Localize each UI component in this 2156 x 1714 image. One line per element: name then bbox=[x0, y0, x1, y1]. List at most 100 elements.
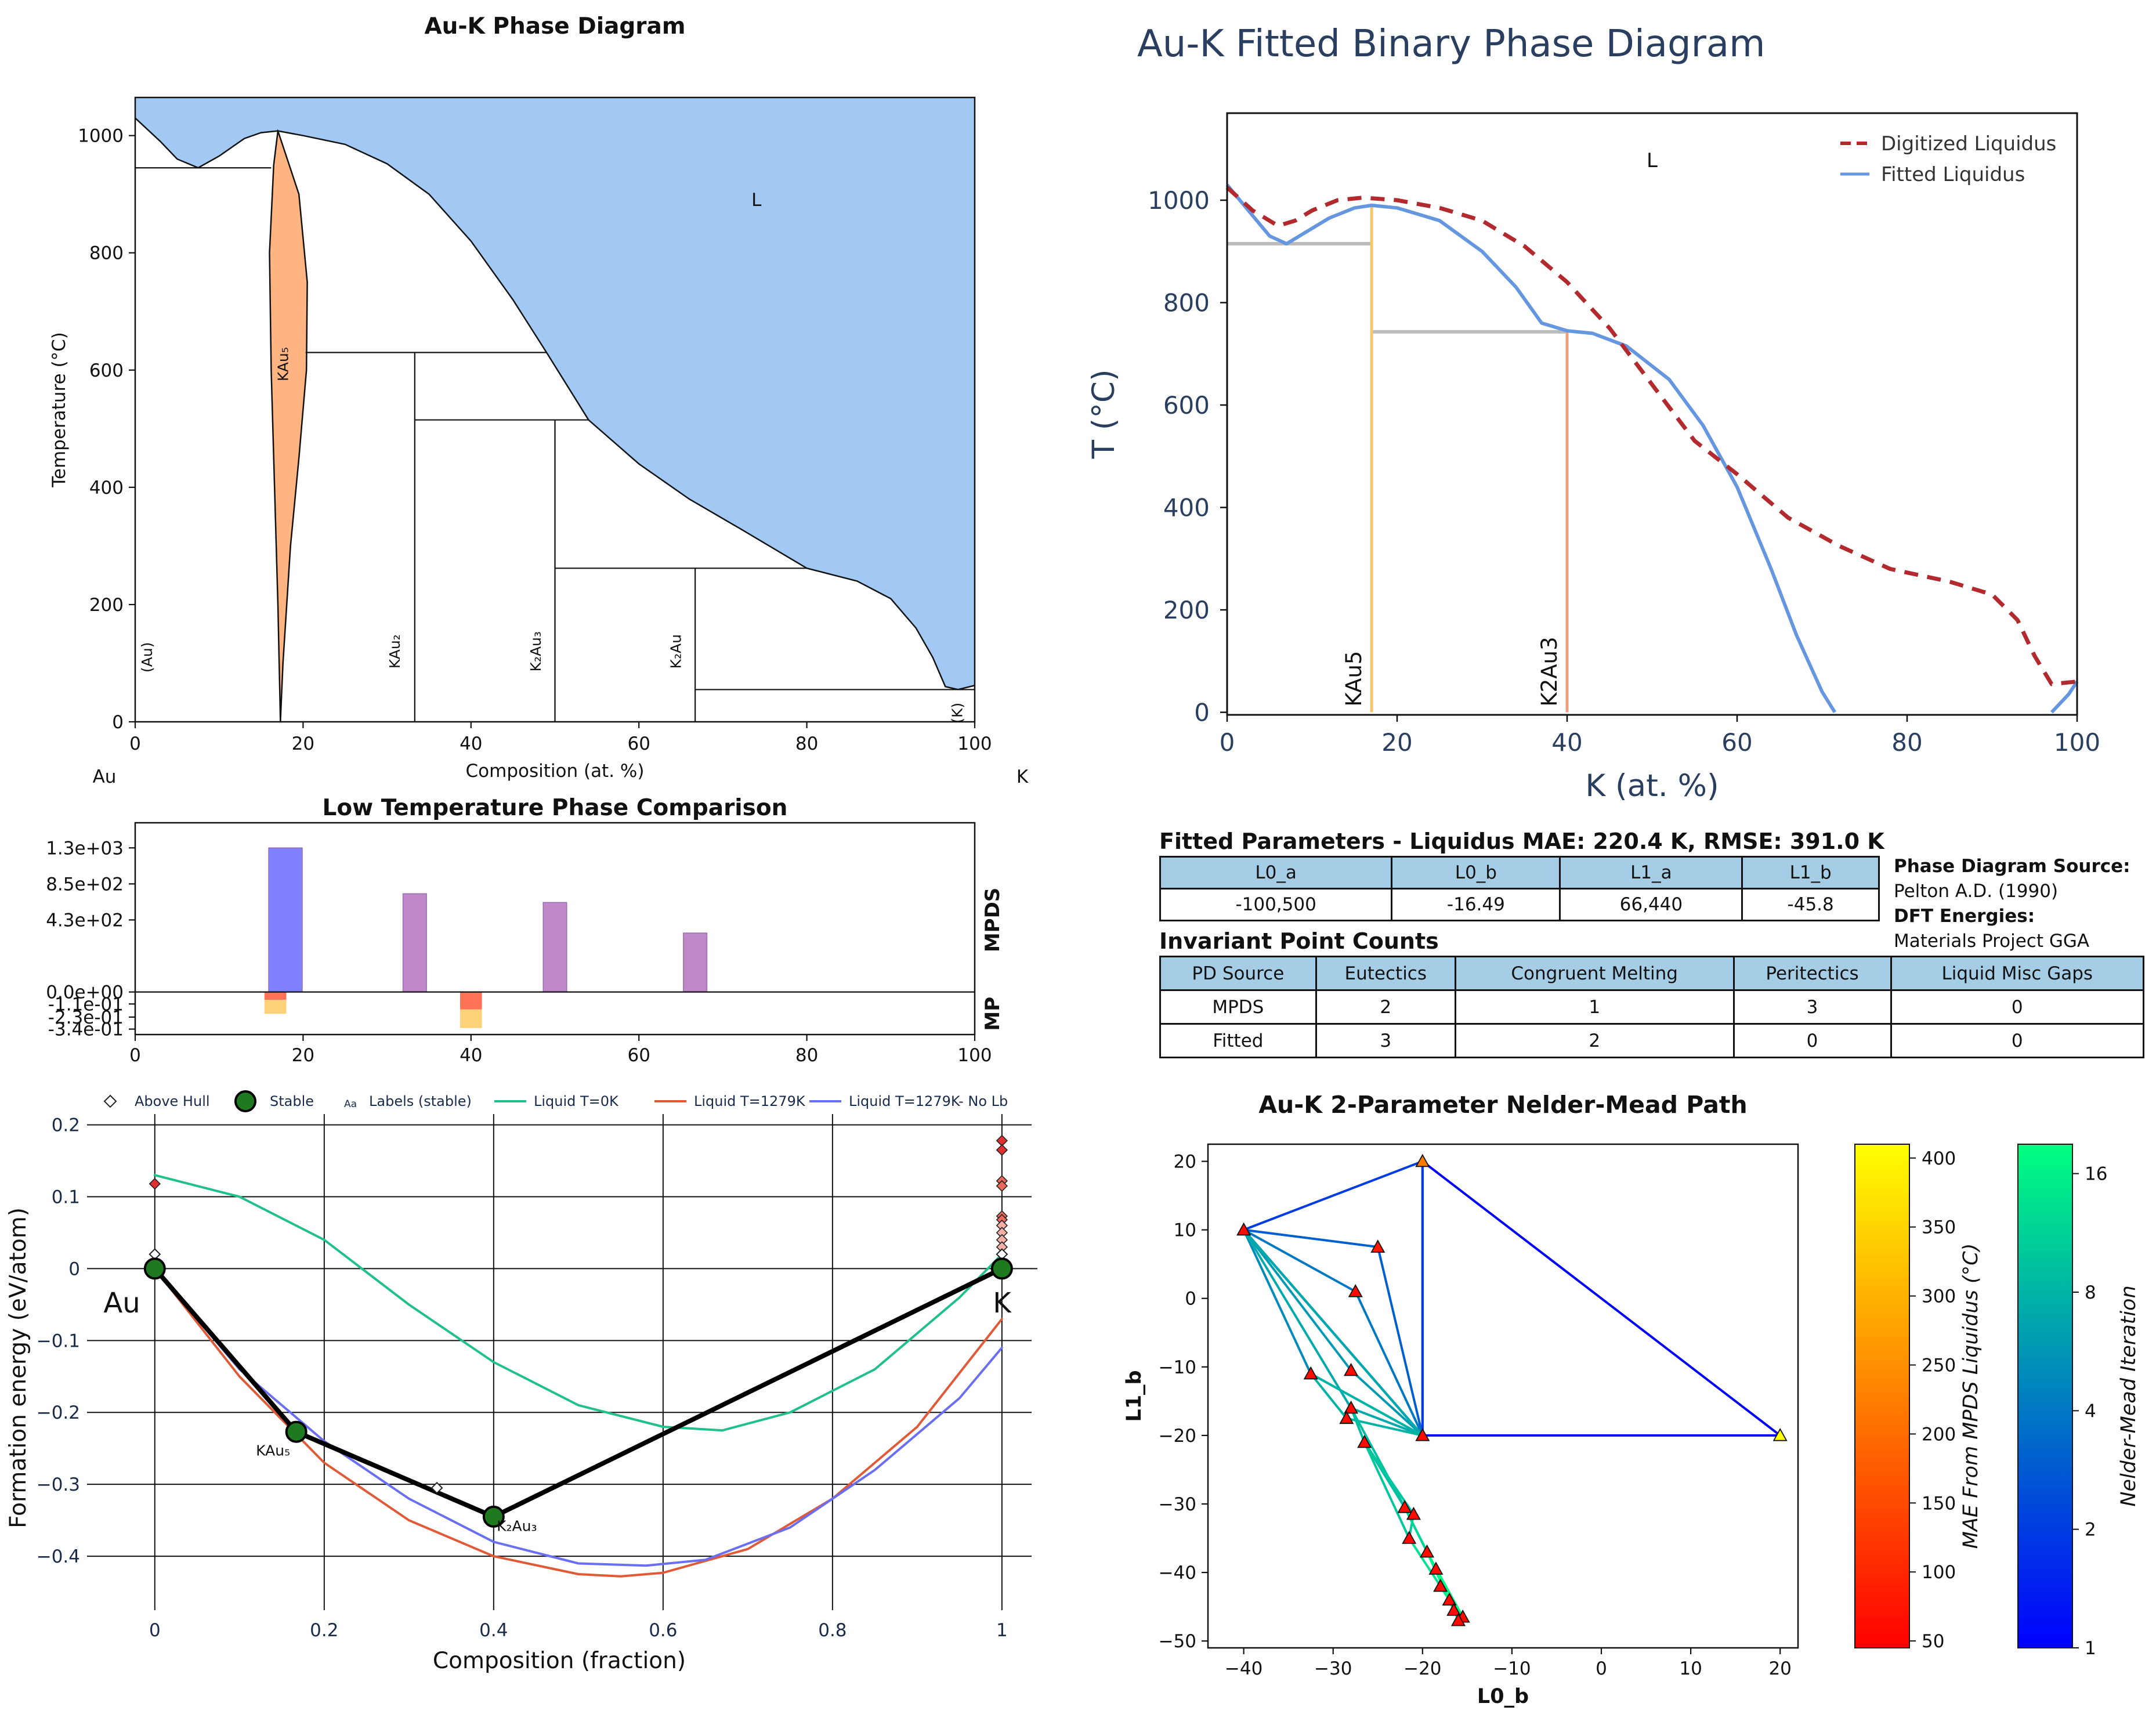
region-label: L bbox=[751, 190, 762, 211]
simplex-triangle bbox=[1309, 1372, 1424, 1437]
x-tick-label: 0 bbox=[1220, 728, 1235, 757]
x-tick-label: −30 bbox=[1314, 1658, 1352, 1679]
x-tick-label: 60 bbox=[627, 1045, 650, 1066]
simplex-triangle bbox=[1363, 1441, 1415, 1539]
y-tick-label: 0.2 bbox=[52, 1115, 80, 1136]
simplex-vertex bbox=[1772, 1428, 1788, 1441]
y-tick-label: -1.1e-01 bbox=[48, 994, 124, 1015]
k-end-label: K bbox=[1016, 766, 1029, 787]
mp-bar bbox=[460, 992, 482, 1010]
fit-header-l0a: L0_a bbox=[1159, 856, 1393, 889]
y-tick-label: -3.4e-01 bbox=[48, 1019, 124, 1040]
inv-row-mpds-peritectics: 3 bbox=[1732, 989, 1892, 1025]
inv-header-eutectics: Eutectics bbox=[1315, 956, 1456, 991]
region-label: KAu₂ bbox=[386, 634, 403, 668]
unstable-point bbox=[996, 1144, 1008, 1156]
region-label: (K) bbox=[949, 703, 965, 724]
y-tick-label: 1000 bbox=[78, 126, 124, 147]
compound-label: KAu5 bbox=[1341, 651, 1366, 707]
fit-value-l0b: -16.49 bbox=[1391, 888, 1561, 921]
inv-row-mpds-misc-gaps: 0 bbox=[1890, 989, 2144, 1025]
y-tick-label: 0.0e+00 bbox=[46, 982, 124, 1003]
y-tick-label: 200 bbox=[1163, 596, 1210, 624]
simplex-vertex bbox=[1236, 1222, 1251, 1236]
y-tick-label: 0 bbox=[112, 712, 124, 733]
y-tick-label: 4.3e+02 bbox=[46, 910, 124, 931]
y-tick-label: 8.5e+02 bbox=[46, 874, 124, 895]
inv-row-fitted-peritectics: 0 bbox=[1732, 1023, 1892, 1058]
y-tick-label: 800 bbox=[89, 243, 124, 264]
iter-cbar-tick-label: 1 bbox=[2085, 1638, 2096, 1659]
mae-cbar-tick-label: 50 bbox=[1922, 1631, 1944, 1652]
x-tick-label: 60 bbox=[1721, 728, 1752, 757]
phase-diagram-frame bbox=[134, 96, 976, 723]
x-tick-label: 0 bbox=[129, 1045, 141, 1066]
y-tick-label: 600 bbox=[1163, 391, 1210, 420]
x-tick-label: 0.4 bbox=[479, 1620, 508, 1641]
phase-x-axis-label: Composition (at. %) bbox=[466, 761, 645, 782]
au-end-label: Au bbox=[93, 766, 117, 787]
legend-digitized: Digitized Liquidus bbox=[1881, 132, 2056, 156]
region-label: L bbox=[1647, 149, 1658, 172]
y-tick-label: 200 bbox=[89, 595, 124, 616]
inv-row-mpds-congruent: 1 bbox=[1454, 989, 1735, 1025]
y-tick-label: 10 bbox=[1174, 1220, 1196, 1241]
simplex-vertex bbox=[1433, 1578, 1448, 1592]
y-tick-label: −20 bbox=[1159, 1426, 1196, 1447]
mpds-bar bbox=[402, 893, 427, 993]
x-tick-label: −40 bbox=[1225, 1658, 1263, 1679]
stable-point bbox=[482, 1505, 505, 1528]
region-label: K₂Au₃ bbox=[527, 631, 544, 671]
au-end-label: Au bbox=[103, 1287, 140, 1319]
dft-source-label: DFT Energies: bbox=[1894, 906, 2035, 927]
simplex-vertex bbox=[1348, 1284, 1363, 1297]
liquid-curve bbox=[153, 1267, 1003, 1567]
comparison-frame bbox=[134, 822, 976, 1036]
x-tick-label: 0 bbox=[1596, 1658, 1607, 1679]
inv-row-mpds-source: MPDS bbox=[1159, 989, 1317, 1025]
fitted-x-axis-label: K (at. %) bbox=[1585, 768, 1719, 804]
mpds-bar bbox=[268, 847, 303, 993]
mpds-bar bbox=[683, 932, 708, 993]
simplex-vertex bbox=[1446, 1603, 1462, 1616]
y-tick-label: −10 bbox=[1159, 1357, 1196, 1378]
energy-y-axis-label: Formation energy (eV/atom) bbox=[5, 1207, 31, 1528]
liquid-region bbox=[135, 97, 975, 690]
fitted-liquidus-k-side bbox=[2050, 680, 2079, 714]
mae-cbar-tick-label: 400 bbox=[1922, 1148, 1956, 1169]
mae-cbar-tick-label: 150 bbox=[1922, 1493, 1956, 1514]
inv-row-fitted-eutectics: 3 bbox=[1315, 1023, 1456, 1058]
inv-row-fitted-congruent: 2 bbox=[1454, 1023, 1735, 1058]
iter-cbar-tick-label: 2 bbox=[2085, 1520, 2096, 1541]
simplex-triangle bbox=[1242, 1160, 1424, 1437]
simplex-vertex bbox=[1415, 1428, 1430, 1441]
mpds-bar bbox=[542, 902, 567, 993]
iter-cbar-label: Nelder-Mead Iteration bbox=[2117, 1285, 2140, 1506]
kau5-region bbox=[269, 129, 308, 723]
legend-series-label: Liquid T=0K bbox=[534, 1093, 619, 1109]
mp-bar bbox=[264, 992, 287, 1000]
iter-cbar-tick-label: 8 bbox=[2085, 1282, 2096, 1303]
inv-row-mpds-eutectics: 2 bbox=[1315, 989, 1456, 1025]
y-tick-label: −0.2 bbox=[37, 1402, 80, 1423]
x-tick-label: 0 bbox=[129, 733, 141, 754]
stable-label: K₂Au₃ bbox=[497, 1518, 537, 1535]
invariant-count-table: PD Source Eutectics Congruent Melting Pe… bbox=[1159, 956, 2144, 1058]
fit-header-l1a: L1_a bbox=[1559, 856, 1743, 889]
x-tick-label: 80 bbox=[795, 733, 818, 754]
simplex-vertex bbox=[1415, 1153, 1430, 1167]
fit-value-l1b: -45.8 bbox=[1741, 888, 1880, 921]
iter-colorbar bbox=[2017, 1144, 2073, 1648]
y-tick-label: 0 bbox=[68, 1259, 80, 1279]
x-tick-label: 100 bbox=[957, 733, 992, 754]
comparison-title: Low Temperature Phase Comparison bbox=[323, 795, 788, 821]
x-tick-label: 10 bbox=[1679, 1658, 1702, 1679]
energy-x-axis-label: Composition (fraction) bbox=[433, 1648, 686, 1674]
x-tick-label: −20 bbox=[1403, 1658, 1441, 1679]
x-tick-label: 0.2 bbox=[310, 1620, 338, 1641]
dft-source-value: Materials Project GGA bbox=[1894, 931, 2090, 952]
nelder-mead-title: Au-K 2-Parameter Nelder-Mead Path bbox=[1258, 1091, 1747, 1119]
fitted-liquidus-curve bbox=[1225, 183, 1837, 714]
fit-header-l0b: L0_b bbox=[1391, 856, 1561, 889]
